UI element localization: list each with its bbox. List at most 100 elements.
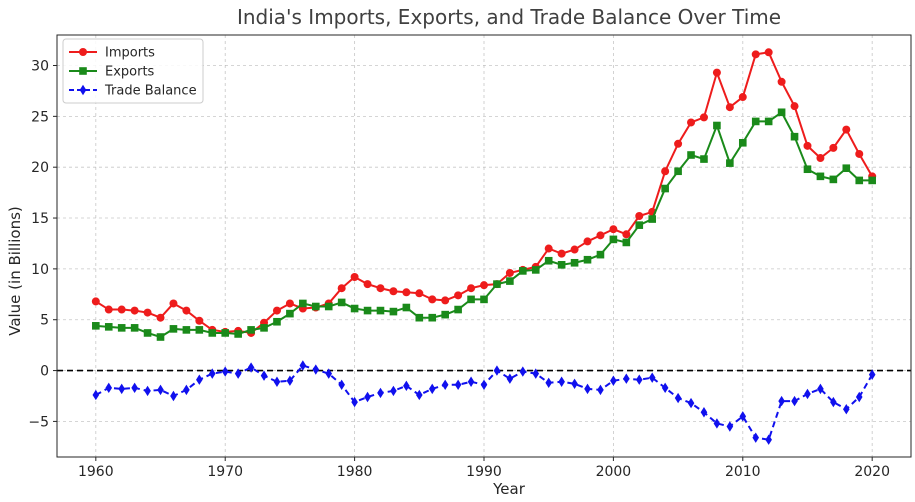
imports-point [751,50,760,59]
trade-balance-series [92,360,876,445]
exports-point [454,305,462,314]
exports-point [674,167,682,176]
exports-point [622,238,631,247]
exports-point [480,295,488,304]
imports-point [156,313,165,322]
trade-balance-point [713,418,721,429]
exports-point [92,322,100,330]
imports-point [480,281,488,290]
imports-point [441,296,450,305]
trade-balance-point [519,366,527,377]
legend-label: Exports [105,65,155,80]
trade-balance-point [817,383,824,395]
exports-point [816,172,825,181]
exports-point [234,330,242,338]
legend-marker [79,48,87,56]
imports-point [169,299,178,308]
exports-point [609,235,618,244]
legend-label: Trade Balance [104,84,197,99]
legend-marker [79,84,87,96]
exports-point [661,184,669,193]
exports-point [130,324,139,332]
exports-point [570,258,579,267]
imports-point [195,316,204,325]
imports-point [182,306,191,315]
exports-point [363,306,372,315]
exports-point [441,310,449,319]
imports-point [272,306,281,315]
legend-marker [79,67,87,75]
legend-entry-trade-balance: Trade Balance [69,84,197,99]
trade-balance-point [454,379,462,391]
trade-balance-point [752,432,760,443]
exports-point [583,255,592,264]
exports-point [855,176,864,185]
exports-point [713,121,721,130]
exports-point [221,329,230,337]
trade-balance-point [597,384,604,396]
trade-balance-point [558,376,565,387]
y-tick-label: 15 [31,211,49,227]
trade-balance-point [739,411,747,422]
exports-point [829,175,838,184]
imports-point [803,141,812,150]
exports-point [195,326,204,334]
trade-balance-point [545,377,552,388]
imports-point [363,280,372,289]
trade-balance-point [377,387,384,399]
exports-series [92,108,876,341]
exports-point [337,298,346,307]
imports-point [622,230,631,239]
exports-point [260,324,268,332]
exports-point [868,176,876,185]
trade-balance-point [441,379,449,391]
legend-label: Imports [105,46,155,61]
y-tick-label: 30 [31,59,49,75]
exports-point [493,280,501,288]
exports-point [544,256,553,265]
exports-point [764,117,773,126]
exports-point [803,165,812,174]
trade-balance-point [105,382,113,394]
trade-balance-point [635,374,643,385]
trade-balance-point [661,382,669,394]
exports-point [687,151,695,159]
imports-point [829,143,838,152]
imports-point [570,245,579,254]
trade-balance-point [221,366,229,377]
y-tick-label: 10 [31,262,49,278]
exports-point [700,155,708,163]
trade-balance-point [610,375,617,386]
trade-balance-point [506,373,514,384]
trade-balance-point [804,388,811,400]
trade-balance-point [532,368,540,379]
trade-balance-point [868,369,876,380]
trade-balance-point [338,379,345,391]
legend-entry-exports: Exports [69,65,155,80]
trade-balance-point [260,370,268,381]
exports-point [156,333,165,341]
imports-point [725,103,734,112]
imports-point [777,77,786,86]
y-tick-label: −5 [28,414,49,430]
grid [57,35,911,457]
trade-balance-point [325,368,333,379]
trade-balance-point [571,378,578,389]
imports-point [712,68,721,77]
trade-balance-point [480,379,488,391]
trade-balance-point [312,364,320,375]
x-tick-label: 1970 [207,464,243,480]
exports-point [402,303,411,312]
trade-balance-point [791,395,798,407]
trade-balance-point [131,382,138,394]
imports-point [285,299,294,308]
exports-point [273,317,281,326]
chart-title: India's Imports, Exports, and Trade Bala… [237,5,781,29]
trade-balance-point [855,391,863,403]
exports-point [467,295,475,304]
imports-point [104,305,113,314]
x-tick-label: 2020 [854,464,890,480]
imports-point [609,225,618,234]
legend-box [62,38,204,104]
